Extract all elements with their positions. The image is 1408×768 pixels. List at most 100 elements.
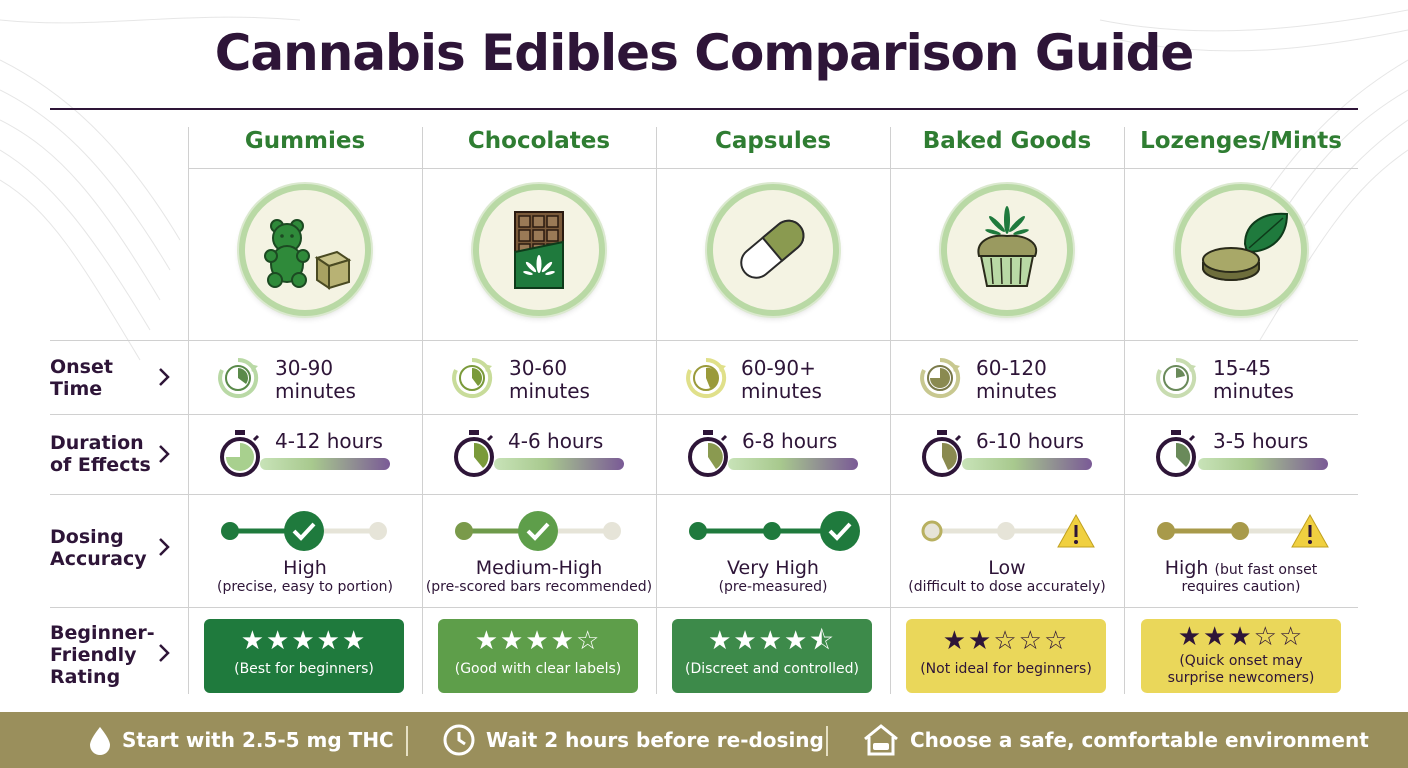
star-rating: ★★★★☆: [474, 626, 602, 656]
rating-note: (Good with clear labels): [454, 661, 622, 677]
footer-tip: Wait 2 hours before re-dosing: [442, 712, 824, 768]
grid-line: [50, 414, 1358, 415]
duration-bar: [728, 458, 858, 470]
star-rating: ★★★★⯪: [708, 626, 836, 656]
column-title-baked-goods: Baked Goods: [922, 128, 1092, 154]
column-title-lozenges: Lozenges/Mints: [1140, 128, 1342, 154]
duration-bar: [1198, 458, 1328, 470]
onset-value: 60-120 minutes: [976, 356, 1057, 403]
dosing-scale: [455, 511, 621, 551]
capsule-icon: [707, 184, 839, 316]
onset-value: 15-45 minutes: [1213, 356, 1294, 403]
footer-tip: Start with 2.5-5 mg THC: [88, 712, 394, 768]
duration-bar: [260, 458, 390, 470]
mint-lozenge-icon: [1175, 184, 1307, 316]
stopwatch-icon: [454, 430, 494, 477]
beginner-badge: ★★★★★ (Best for beginners): [204, 619, 404, 693]
stopwatch-icon: [1156, 430, 1196, 477]
footer-tip-dose: Start with 2.5-5 mg THC: [122, 728, 394, 752]
dosing-note: (difficult to dose accurately): [908, 579, 1106, 595]
beginner-badge: ★★★★⯪ (Discreet and controlled): [672, 619, 872, 693]
grid-line: [188, 127, 189, 694]
grid-line: [50, 494, 1358, 495]
duration-value: 4-6 hours: [508, 429, 604, 453]
column-title-capsules: Capsules: [714, 128, 832, 154]
stopwatch-icon: [922, 430, 962, 477]
beginner-badge: ★★★☆☆ (Quick onset may surprise newcomer…: [1141, 619, 1341, 693]
gummy-bear-icon: [239, 184, 371, 316]
dosing-level: Medium-High: [475, 557, 603, 579]
chevron-right-icon: [159, 538, 170, 556]
rating-note: (Not ideal for beginners): [920, 661, 1092, 677]
grid-line: [422, 127, 423, 694]
onset-value: 30-60 minutes: [509, 356, 590, 403]
title-divider: [50, 108, 1358, 110]
duration-value: 3-5 hours: [1213, 429, 1309, 453]
chevron-right-icon: [159, 368, 170, 386]
dosing-level-wrap: High (but fast onset: [1124, 557, 1358, 579]
duration-value: 6-10 hours: [976, 429, 1084, 453]
row-label-dosing: Dosing Accuracy: [50, 526, 147, 570]
dosing-note: requires caution): [1181, 579, 1301, 595]
beginner-badge: ★★★★☆ (Good with clear labels): [438, 619, 638, 693]
dosing-note: (precise, easy to portion): [216, 579, 394, 595]
duration-bar: [494, 458, 624, 470]
star-rating: ★★☆☆☆: [942, 626, 1070, 656]
grid-line: [1124, 127, 1125, 694]
dosing-scale: [921, 513, 1095, 548]
stopwatch-icon: [220, 430, 260, 477]
clock-arrow-icon: [452, 357, 493, 398]
clock-arrow-icon: [218, 357, 259, 398]
onset-value: 60-90+ minutes: [741, 356, 822, 403]
footer-tip-environment: Choose a safe, comfortable environment: [910, 728, 1369, 752]
grid-line: [890, 127, 891, 694]
chevron-right-icon: [159, 644, 170, 662]
clock-arrow-icon: [1156, 357, 1197, 398]
row-label-beginner: Beginner-Friendly Rating: [50, 622, 155, 688]
row-label-duration: Duration of Effects: [50, 432, 151, 476]
dosing-scale: [221, 511, 387, 551]
clock-arrow-icon: [686, 357, 727, 398]
grid-line: [50, 607, 1358, 608]
dosing-note: (pre-measured): [718, 579, 828, 595]
duration-value: 6-8 hours: [742, 429, 838, 453]
footer-divider: [826, 726, 828, 756]
rating-note: (Best for beginners): [234, 661, 374, 677]
clock-arrow-icon: [920, 357, 961, 398]
page-title: Cannabis Edibles Comparison Guide: [214, 24, 1195, 82]
dosing-level: Very High: [727, 557, 819, 579]
dosing-scale: [689, 511, 860, 551]
droplet-icon: [90, 727, 110, 755]
grid-line: [656, 127, 657, 694]
star-rating: ★★★★★: [240, 626, 368, 656]
dosing-note: (pre-scored bars recommended): [425, 579, 653, 595]
star-rating: ★★★☆☆: [1177, 622, 1305, 652]
dosing-scale: [1157, 513, 1329, 548]
home-couch-icon: [864, 724, 898, 756]
duration-bar: [962, 458, 1092, 470]
footer-bar: Start with 2.5-5 mg THC Wait 2 hours bef…: [0, 712, 1408, 768]
footer-divider: [406, 726, 408, 756]
grid-line: [188, 168, 1358, 169]
chevron-right-icon: [159, 445, 170, 463]
rating-note: (Quick onset may surprise newcomers): [1167, 653, 1315, 686]
chocolate-bar-icon: [473, 184, 605, 316]
clock-icon: [443, 724, 475, 756]
footer-tip-wait: Wait 2 hours before re-dosing: [486, 728, 824, 752]
dosing-level: Low: [988, 557, 1026, 579]
row-label-onset: Onset Time: [50, 356, 113, 400]
duration-value: 4-12 hours: [275, 429, 383, 453]
rating-note: (Discreet and controlled): [685, 661, 859, 677]
dosing-level-extra: (but fast onset: [1214, 562, 1318, 578]
cupcake-icon: [941, 184, 1073, 316]
dosing-level: High: [283, 557, 327, 579]
onset-value: 30-90 minutes: [275, 356, 356, 403]
beginner-badge: ★★☆☆☆ (Not ideal for beginners): [906, 619, 1106, 693]
footer-tip: Choose a safe, comfortable environment: [862, 712, 1369, 768]
column-title-chocolates: Chocolates: [467, 128, 611, 154]
dosing-level: High: [1164, 557, 1209, 579]
stopwatch-icon: [688, 430, 728, 477]
column-title-gummies: Gummies: [244, 128, 366, 154]
grid-line: [50, 340, 1358, 341]
